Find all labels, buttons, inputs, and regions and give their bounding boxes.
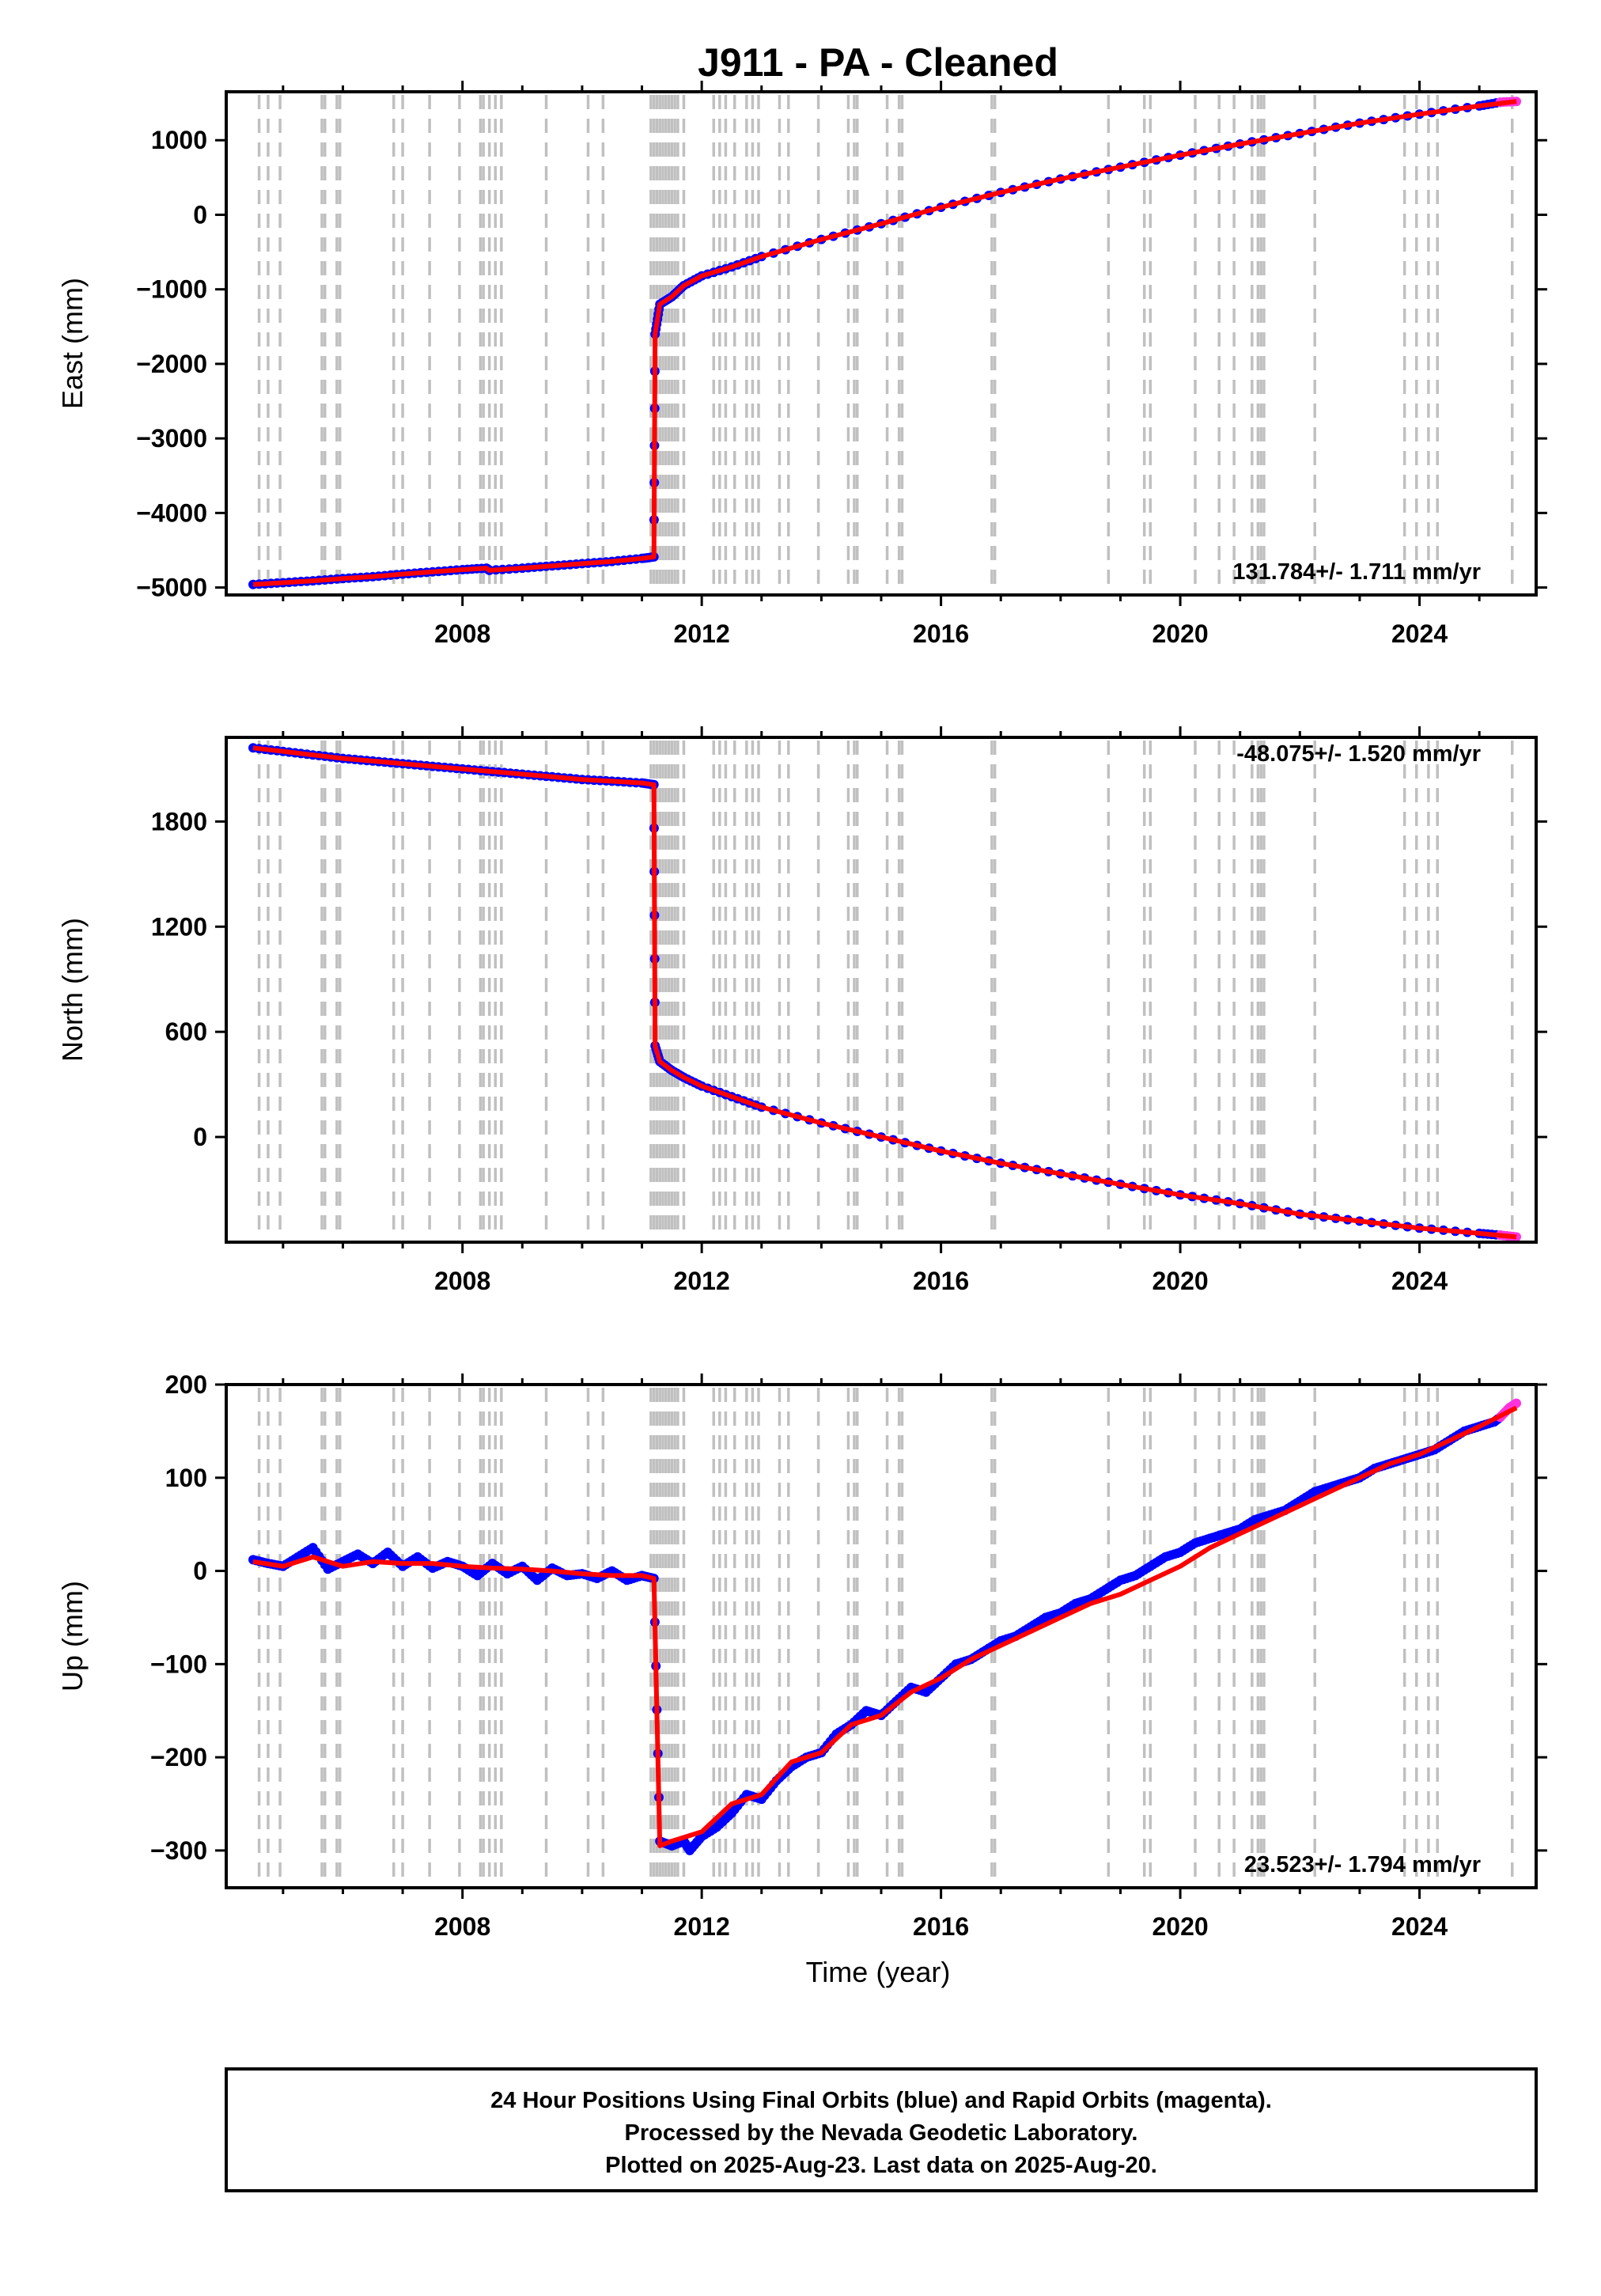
x-tick-label: 2012 — [674, 619, 730, 648]
x-axis-label: Time (year) — [806, 1956, 951, 1988]
x-tick-label: 2008 — [434, 619, 490, 648]
model-fit-line-overlay — [252, 99, 1517, 587]
north-panel: 1800 1200 600 0 2008 2012 2016 2020 2024 North (m… — [56, 726, 1547, 1295]
y-axis-label: East (mm) — [56, 278, 89, 409]
y-tick-label: 1800 — [151, 807, 207, 835]
footer-line-2: Processed by the Nevada Geodetic Laborat… — [625, 2120, 1138, 2146]
velocity-rate-label: 131.784+/- 1.711 mm/yr — [1232, 559, 1481, 585]
x-tick-label: 2012 — [674, 1267, 730, 1295]
y-tick-label: 0 — [193, 1557, 207, 1586]
plot-frame — [225, 736, 1538, 1244]
x-tick-label: 2008 — [434, 1912, 490, 1941]
up-panel: 200 100 0 −100 −200 −300 2008 2012 2016 2020 2024 U… — [56, 1370, 1547, 1941]
x-tick-label: 2024 — [1391, 619, 1448, 648]
chart-title: J911 - PA - Cleaned — [698, 40, 1058, 85]
plot-frame — [225, 90, 1538, 597]
y-tick-label: 600 — [165, 1017, 207, 1046]
y-tick-label: −300 — [150, 1836, 207, 1865]
east-panel: 1000 0 −1000 −2000 −3000 −4000 −5000 2008 2012 20… — [56, 81, 1547, 648]
x-tick-label: 2020 — [1152, 1912, 1208, 1941]
y-tick-label: −3000 — [136, 424, 207, 453]
rapid-orbit-point — [1512, 1398, 1521, 1408]
model-fit-line — [252, 745, 1517, 1240]
y-tick-label: −4000 — [136, 498, 207, 527]
model-fit-line-overlay — [252, 745, 1517, 1239]
velocity-rate-label: -48.075+/- 1.520 mm/yr — [1236, 741, 1481, 767]
y-tick-label: 0 — [193, 200, 207, 229]
x-tick-label: 2016 — [913, 619, 969, 648]
y-tick-label: 200 — [165, 1370, 207, 1399]
x-tick-label: 2016 — [913, 1912, 969, 1941]
y-tick-label: −2000 — [136, 350, 207, 378]
x-tick-label: 2024 — [1391, 1912, 1448, 1941]
x-tick-label: 2008 — [434, 1267, 490, 1295]
x-tick-label: 2020 — [1152, 1267, 1208, 1295]
model-fit-line — [252, 99, 1517, 587]
footer-box — [225, 2067, 1538, 2192]
x-tick-label: 2020 — [1152, 619, 1208, 648]
y-tick-label: 1200 — [151, 912, 207, 941]
y-tick-label: −1000 — [136, 275, 207, 304]
y-tick-label: −200 — [150, 1743, 207, 1771]
y-axis-label: Up (mm) — [56, 1581, 89, 1692]
velocity-rate-label: 23.523+/- 1.794 mm/yr — [1244, 1852, 1481, 1877]
footer-line-3: Plotted on 2025-Aug-23. Last data on 202… — [605, 2153, 1157, 2178]
y-tick-label: 100 — [165, 1464, 207, 1492]
x-tick-label: 2024 — [1391, 1267, 1448, 1295]
footer-line-1: 24 Hour Positions Using Final Orbits (bl… — [490, 2088, 1272, 2113]
plot-frame — [225, 1383, 1538, 1889]
y-axis-label: North (mm) — [56, 918, 89, 1062]
x-tick-label: 2016 — [913, 1267, 969, 1295]
x-tick-label: 2012 — [674, 1912, 730, 1941]
y-tick-label: −100 — [150, 1650, 207, 1678]
y-tick-label: 0 — [193, 1123, 207, 1151]
model-fit-line — [252, 1405, 1518, 1848]
y-tick-label: −5000 — [136, 574, 207, 602]
model-fit-line-overlay — [252, 1406, 1518, 1848]
y-tick-label: 1000 — [151, 126, 207, 154]
